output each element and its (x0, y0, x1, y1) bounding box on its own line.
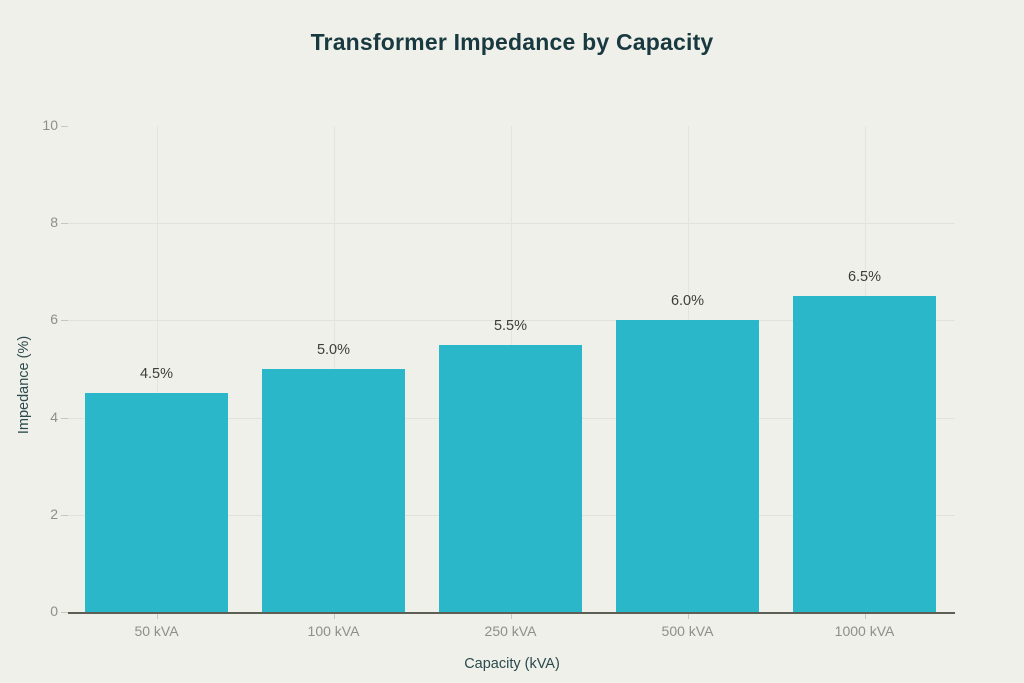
y-tick-mark (61, 223, 68, 225)
x-tick-label: 50 kVA (134, 623, 179, 639)
y-tick-label: 4 (50, 408, 58, 425)
x-axis-title: Capacity (kVA) (464, 656, 560, 672)
y-tick-label: 10 (42, 117, 58, 133)
horizontal-gridline (68, 320, 955, 322)
y-tick-label: 6 (50, 311, 58, 328)
x-tick-mark (510, 614, 512, 619)
y-tick-mark (61, 514, 68, 516)
x-tick-label: 500 kVA (661, 623, 714, 639)
bar-value-label: 6.0% (670, 293, 705, 310)
y-tick-label: 8 (50, 214, 58, 231)
bar-value-label: 4.5% (139, 366, 174, 383)
vertical-gridline (156, 126, 158, 612)
y-tick-label: 2 (50, 505, 58, 522)
bar (616, 320, 759, 612)
bar-value-label: 5.0% (316, 342, 351, 358)
x-tick-label: 1000 kVA (834, 623, 895, 639)
bar (793, 296, 936, 612)
bar (439, 344, 582, 612)
y-tick-mark (61, 417, 68, 419)
x-tick-mark (687, 614, 689, 619)
x-tick-mark (333, 614, 335, 619)
x-tick-label: 250 kVA (484, 623, 537, 639)
x-tick-mark (156, 614, 158, 619)
chart-title: Transformer Impedance by Capacity (310, 29, 714, 55)
horizontal-gridline (68, 223, 955, 225)
x-tick-label: 100 kVA (307, 623, 360, 639)
bar (85, 393, 228, 612)
y-tick-mark (61, 612, 68, 613)
bar-value-label: 6.5% (847, 269, 882, 286)
x-tick-mark (864, 614, 866, 619)
y-tick-mark (61, 320, 68, 322)
y-tick-mark (61, 126, 68, 127)
bar (262, 369, 405, 612)
x-axis-line (68, 612, 955, 614)
bar-value-label: 5.5% (493, 317, 528, 334)
y-tick-label: 0 (50, 603, 58, 619)
